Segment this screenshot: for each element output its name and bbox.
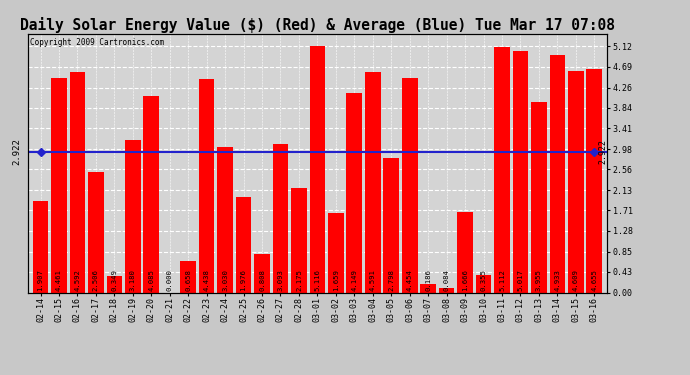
Text: 1.907: 1.907 (37, 269, 43, 291)
Text: 0.084: 0.084 (444, 269, 450, 291)
Bar (88, 172, 104, 292)
Text: Copyright 2009 Cartronics.com: Copyright 2009 Cartronics.com (30, 38, 165, 46)
Text: 0.000: 0.000 (167, 269, 172, 291)
Bar (199, 79, 215, 292)
Text: 2.922: 2.922 (13, 138, 22, 165)
Bar (365, 72, 381, 292)
Bar (568, 71, 584, 292)
Text: 3.030: 3.030 (222, 269, 228, 291)
Bar (254, 254, 270, 292)
Text: 4.461: 4.461 (56, 269, 62, 291)
Text: 3.093: 3.093 (277, 269, 284, 291)
Bar (549, 55, 565, 292)
Bar (144, 96, 159, 292)
Bar (310, 46, 325, 292)
Bar (180, 261, 196, 292)
Text: 5.017: 5.017 (518, 269, 524, 291)
Bar (32, 201, 48, 292)
Bar (106, 276, 122, 292)
Text: 4.655: 4.655 (591, 269, 598, 291)
Text: 2.798: 2.798 (388, 269, 394, 291)
Text: 4.085: 4.085 (148, 269, 155, 291)
Text: 0.349: 0.349 (111, 269, 117, 291)
Bar (70, 72, 86, 292)
Bar (439, 288, 455, 292)
Bar (531, 102, 546, 292)
Bar (402, 78, 417, 292)
Bar (51, 78, 67, 292)
Text: 2.506: 2.506 (93, 269, 99, 291)
Text: 3.955: 3.955 (536, 269, 542, 291)
Text: 2.175: 2.175 (296, 269, 302, 291)
Text: 4.609: 4.609 (573, 269, 579, 291)
Text: 4.933: 4.933 (554, 269, 560, 291)
Text: 5.112: 5.112 (499, 269, 505, 291)
Bar (384, 158, 399, 292)
Bar (420, 284, 436, 292)
Text: 0.355: 0.355 (480, 269, 486, 291)
Bar (125, 140, 141, 292)
Text: 4.454: 4.454 (406, 269, 413, 291)
Bar (328, 213, 344, 292)
Text: 0.808: 0.808 (259, 269, 265, 291)
Text: 0.658: 0.658 (185, 269, 191, 291)
Bar (475, 275, 491, 292)
Bar (346, 93, 362, 292)
Text: 5.116: 5.116 (315, 269, 320, 291)
Text: 1.976: 1.976 (241, 269, 246, 291)
Bar (457, 212, 473, 292)
Bar (513, 51, 529, 292)
Bar (291, 188, 307, 292)
Text: 1.659: 1.659 (333, 269, 339, 291)
Bar (217, 147, 233, 292)
Bar (494, 46, 510, 292)
Text: 0.186: 0.186 (425, 269, 431, 291)
Title: Daily Solar Energy Value ($) (Red) & Average (Blue) Tue Mar 17 07:08: Daily Solar Energy Value ($) (Red) & Ave… (20, 16, 615, 33)
Bar (236, 198, 251, 292)
Text: 4.149: 4.149 (351, 269, 357, 291)
Text: 4.591: 4.591 (370, 269, 376, 291)
Bar (273, 144, 288, 292)
Text: 2.922: 2.922 (598, 140, 607, 165)
Text: 4.592: 4.592 (75, 269, 81, 291)
Text: 3.180: 3.180 (130, 269, 136, 291)
Text: 1.666: 1.666 (462, 269, 468, 291)
Bar (586, 69, 602, 292)
Text: 4.438: 4.438 (204, 269, 210, 291)
